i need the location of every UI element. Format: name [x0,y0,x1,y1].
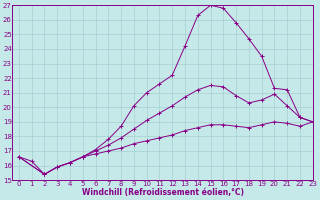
X-axis label: Windchill (Refroidissement éolien,°C): Windchill (Refroidissement éolien,°C) [82,188,244,197]
